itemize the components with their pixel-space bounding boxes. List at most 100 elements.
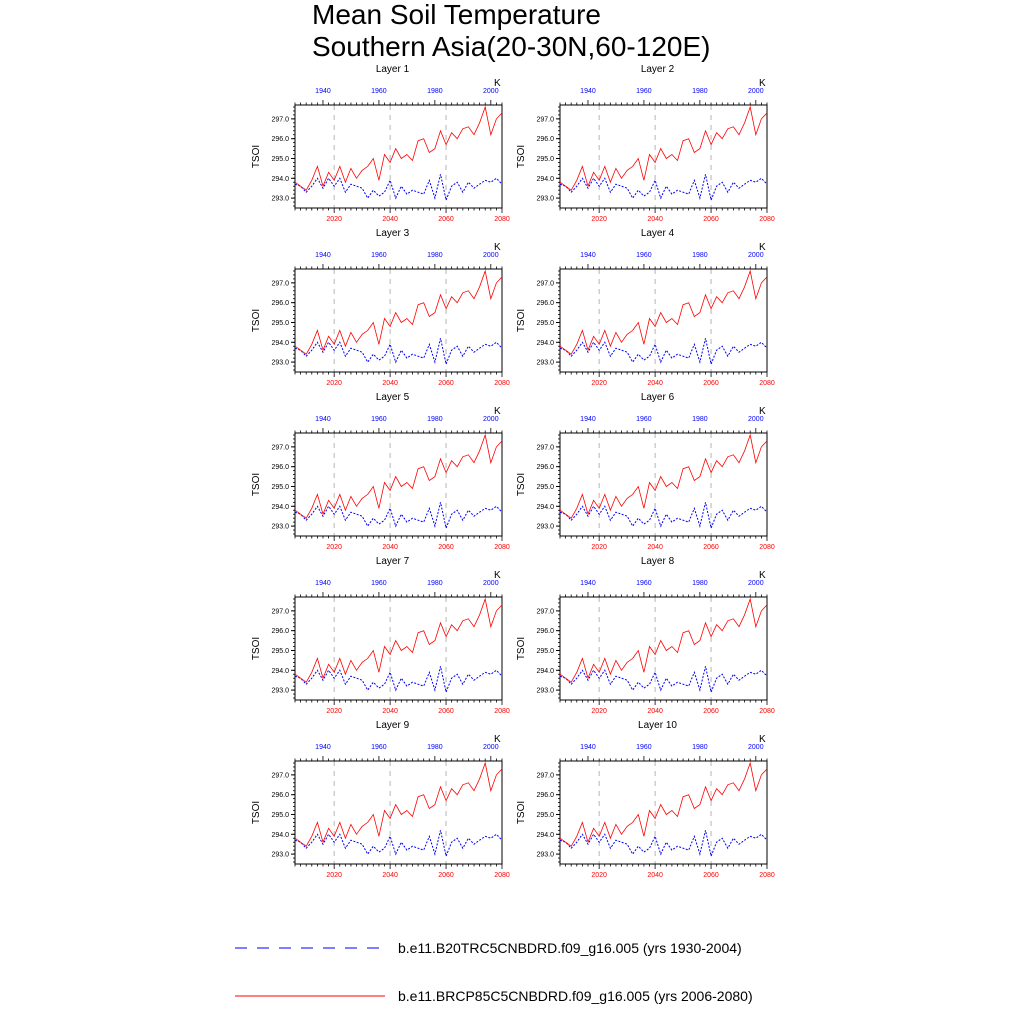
bottom-tick-label: 2060 <box>703 216 719 223</box>
panel-5: Layer 5 K TSOI 293.0 294.0 295.0 296.0 297.0 194… <box>251 392 510 551</box>
series-historical-line <box>559 174 768 202</box>
bottom-tick-label: 2060 <box>703 544 719 551</box>
bottom-tick-label: 2040 <box>647 544 663 551</box>
plot-frame <box>559 596 768 701</box>
y-tick-label: 297.0 <box>536 444 554 451</box>
panel-3: Layer 3 K TSOI 293.0 294.0 295.0 296.0 297.0 194… <box>251 228 510 387</box>
y-tick-label: 294.0 <box>271 340 289 347</box>
panel-9: Layer 9 K TSOI 293.0 294.0 295.0 296.0 297.0 194… <box>251 720 510 879</box>
series-future-line <box>559 597 768 683</box>
top-tick-label: 1960 <box>636 88 652 95</box>
y-tick-label: 297.0 <box>271 608 289 615</box>
top-tick-label: 2000 <box>483 580 499 587</box>
y-tick-label: 295.0 <box>271 484 289 491</box>
y-axis-label: TSOI <box>516 473 527 496</box>
top-tick-label: 1960 <box>636 252 652 259</box>
top-tick-label: 1960 <box>371 416 387 423</box>
y-tick-label: 294.0 <box>271 176 289 183</box>
bottom-tick-label: 2080 <box>759 216 775 223</box>
series-historical-line <box>559 830 768 858</box>
bottom-tick-label: 2040 <box>382 708 398 715</box>
y-tick-label: 294.0 <box>536 176 554 183</box>
y-axis-label: TSOI <box>251 801 262 824</box>
plot-frame <box>559 104 768 209</box>
y-tick-label: 295.0 <box>271 320 289 327</box>
plot-frame <box>294 104 503 209</box>
y-axis-label: TSOI <box>251 637 262 660</box>
y-tick-label: 296.0 <box>536 628 554 635</box>
y-tick-label: 293.0 <box>536 688 554 695</box>
y-tick-label: 295.0 <box>536 648 554 655</box>
top-tick-label: 1980 <box>427 88 443 95</box>
y-axis-label: TSOI <box>251 473 262 496</box>
y-axis-label: TSOI <box>516 309 527 332</box>
bottom-tick-label: 2060 <box>703 380 719 387</box>
bottom-tick-label: 2040 <box>382 544 398 551</box>
top-tick-label: 1960 <box>636 416 652 423</box>
units-label: K <box>759 78 766 89</box>
bottom-tick-label: 2080 <box>494 380 510 387</box>
top-tick-label: 1960 <box>371 580 387 587</box>
series-historical-line <box>559 666 768 694</box>
y-axis-label: TSOI <box>516 145 527 168</box>
bottom-tick-label: 2020 <box>591 544 607 551</box>
top-tick-label: 2000 <box>748 580 764 587</box>
bottom-tick-label: 2020 <box>326 380 342 387</box>
panel-title: Layer 7 <box>376 556 410 567</box>
chart-title-line-2: Southern Asia(20-30N,60-120E) <box>312 31 711 62</box>
y-tick-label: 295.0 <box>536 156 554 163</box>
bottom-tick-label: 2080 <box>494 544 510 551</box>
panel-title: Layer 8 <box>641 556 675 567</box>
bottom-tick-label: 2020 <box>326 872 342 879</box>
top-tick-label: 1960 <box>636 744 652 751</box>
bottom-tick-label: 2060 <box>703 708 719 715</box>
panel-7: Layer 7 K TSOI 293.0 294.0 295.0 296.0 297.0 194… <box>251 556 510 715</box>
panel-1: Layer 1 K TSOI 293.0 294.0 295.0 296.0 297.0 194… <box>251 64 510 223</box>
y-tick-label: 296.0 <box>536 136 554 143</box>
y-tick-label: 294.0 <box>271 668 289 675</box>
units-label: K <box>494 406 501 417</box>
y-tick-label: 294.0 <box>536 832 554 839</box>
series-future-line <box>294 105 503 191</box>
y-tick-label: 293.0 <box>271 688 289 695</box>
y-axis-label: TSOI <box>251 145 262 168</box>
top-tick-label: 2000 <box>748 416 764 423</box>
top-tick-label: 2000 <box>483 88 499 95</box>
y-tick-label: 295.0 <box>536 320 554 327</box>
y-tick-label: 295.0 <box>271 812 289 819</box>
series-future-line <box>559 761 768 847</box>
top-tick-label: 1940 <box>315 580 331 587</box>
units-label: K <box>494 734 501 745</box>
top-tick-label: 2000 <box>748 88 764 95</box>
top-tick-label: 1980 <box>427 416 443 423</box>
top-tick-label: 1960 <box>371 744 387 751</box>
top-tick-label: 1980 <box>692 744 708 751</box>
y-tick-label: 293.0 <box>271 524 289 531</box>
panel-2: Layer 2 K TSOI 293.0 294.0 295.0 296.0 297.0 194… <box>516 64 775 223</box>
top-tick-label: 1940 <box>315 252 331 259</box>
y-tick-label: 296.0 <box>271 628 289 635</box>
top-tick-label: 1940 <box>580 88 596 95</box>
y-tick-label: 297.0 <box>271 280 289 287</box>
y-tick-label: 296.0 <box>536 300 554 307</box>
panel-title: Layer 5 <box>376 392 410 403</box>
series-historical-line <box>294 174 503 202</box>
panel-title: Layer 3 <box>376 228 410 239</box>
series-historical-line <box>294 502 503 530</box>
bottom-tick-label: 2060 <box>438 544 454 551</box>
top-tick-label: 2000 <box>483 252 499 259</box>
panel-6: Layer 6 K TSOI 293.0 294.0 295.0 296.0 297.0 194… <box>516 392 775 551</box>
y-tick-label: 293.0 <box>536 524 554 531</box>
y-tick-label: 293.0 <box>536 852 554 859</box>
panel-title: Layer 9 <box>376 720 410 731</box>
bottom-tick-label: 2040 <box>382 872 398 879</box>
units-label: K <box>494 78 501 89</box>
bottom-tick-label: 2080 <box>759 708 775 715</box>
bottom-tick-label: 2040 <box>647 216 663 223</box>
series-future-line <box>294 761 503 847</box>
y-tick-label: 293.0 <box>271 196 289 203</box>
bottom-tick-label: 2040 <box>647 380 663 387</box>
panel-10: Layer 10 K TSOI 293.0 294.0 295.0 296.0 297.0 19… <box>516 720 775 879</box>
panel-title: Layer 1 <box>376 64 410 75</box>
